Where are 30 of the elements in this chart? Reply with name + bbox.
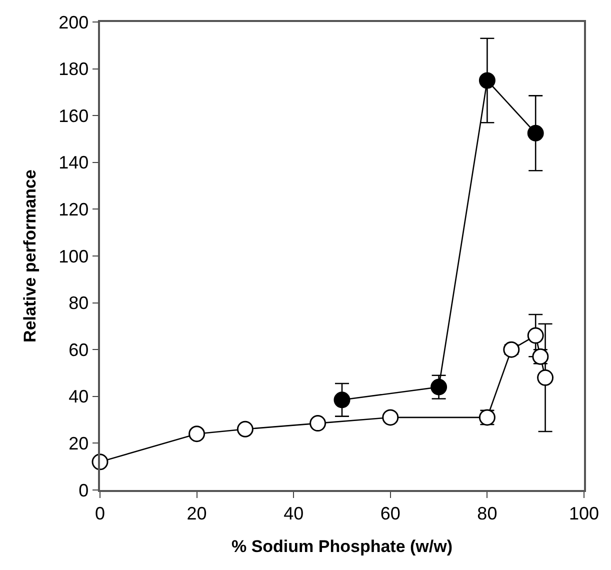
point [430,378,448,396]
x-tick-label: 60 [380,503,400,524]
point [527,124,544,142]
y-tick-label: 180 [58,59,89,80]
y-tick-label: 200 [58,12,89,32]
point [236,420,254,438]
point [527,327,544,344]
y-tick-label: 160 [58,106,89,126]
point [334,392,350,408]
x-tick-label: 0 [94,503,106,524]
point [478,72,496,89]
point [188,426,206,442]
y-tick-label: 100 [58,246,89,266]
point [537,369,554,386]
point [310,415,326,432]
x-tick-label: 20 [186,503,207,524]
y-tick-label: 60 [68,340,89,360]
y-tick-label: 120 [58,200,89,220]
x-tick-label: 40 [284,503,304,524]
x-tick-label: 80 [477,503,498,524]
y-tick-label: 20 [68,434,89,454]
y-tick-label: 80 [68,293,89,314]
y-tick-label: 140 [58,152,89,173]
y-axis-title: Relative performance [20,170,40,342]
point [382,409,399,426]
y-tick-label: 0 [78,480,89,500]
point [503,341,520,358]
x-tick-label: 100 [568,503,600,524]
x-axis-title: % Sodium Phosphate (w/w) [231,537,453,556]
y-tick-label: 40 [68,386,89,407]
